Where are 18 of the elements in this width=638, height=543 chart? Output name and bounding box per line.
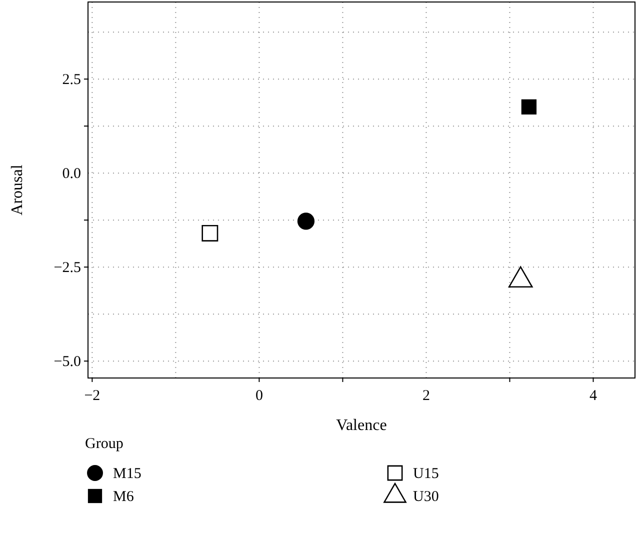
legend-label: U30: [413, 489, 439, 505]
legend-label: U15: [413, 466, 439, 482]
point: [297, 212, 315, 230]
x-tick-label: −2: [84, 388, 100, 404]
y-tick-label: 0.0: [62, 166, 81, 182]
legend-label: M15: [113, 466, 142, 482]
x-axis-title: Valence: [336, 417, 387, 434]
y-tick-label: −5.0: [54, 354, 81, 370]
x-tick-label: 0: [255, 388, 263, 404]
point: [202, 225, 218, 242]
x-tick-label: 2: [422, 388, 430, 404]
y-tick-label: −2.5: [54, 260, 81, 276]
x-tick-label: 4: [589, 388, 598, 404]
y-tick-label: 2.5: [62, 72, 81, 88]
point: [521, 99, 537, 114]
legend-label: M6: [113, 489, 134, 505]
legend-title: Group: [85, 436, 124, 452]
y-axis-title: Arousal: [9, 164, 26, 216]
